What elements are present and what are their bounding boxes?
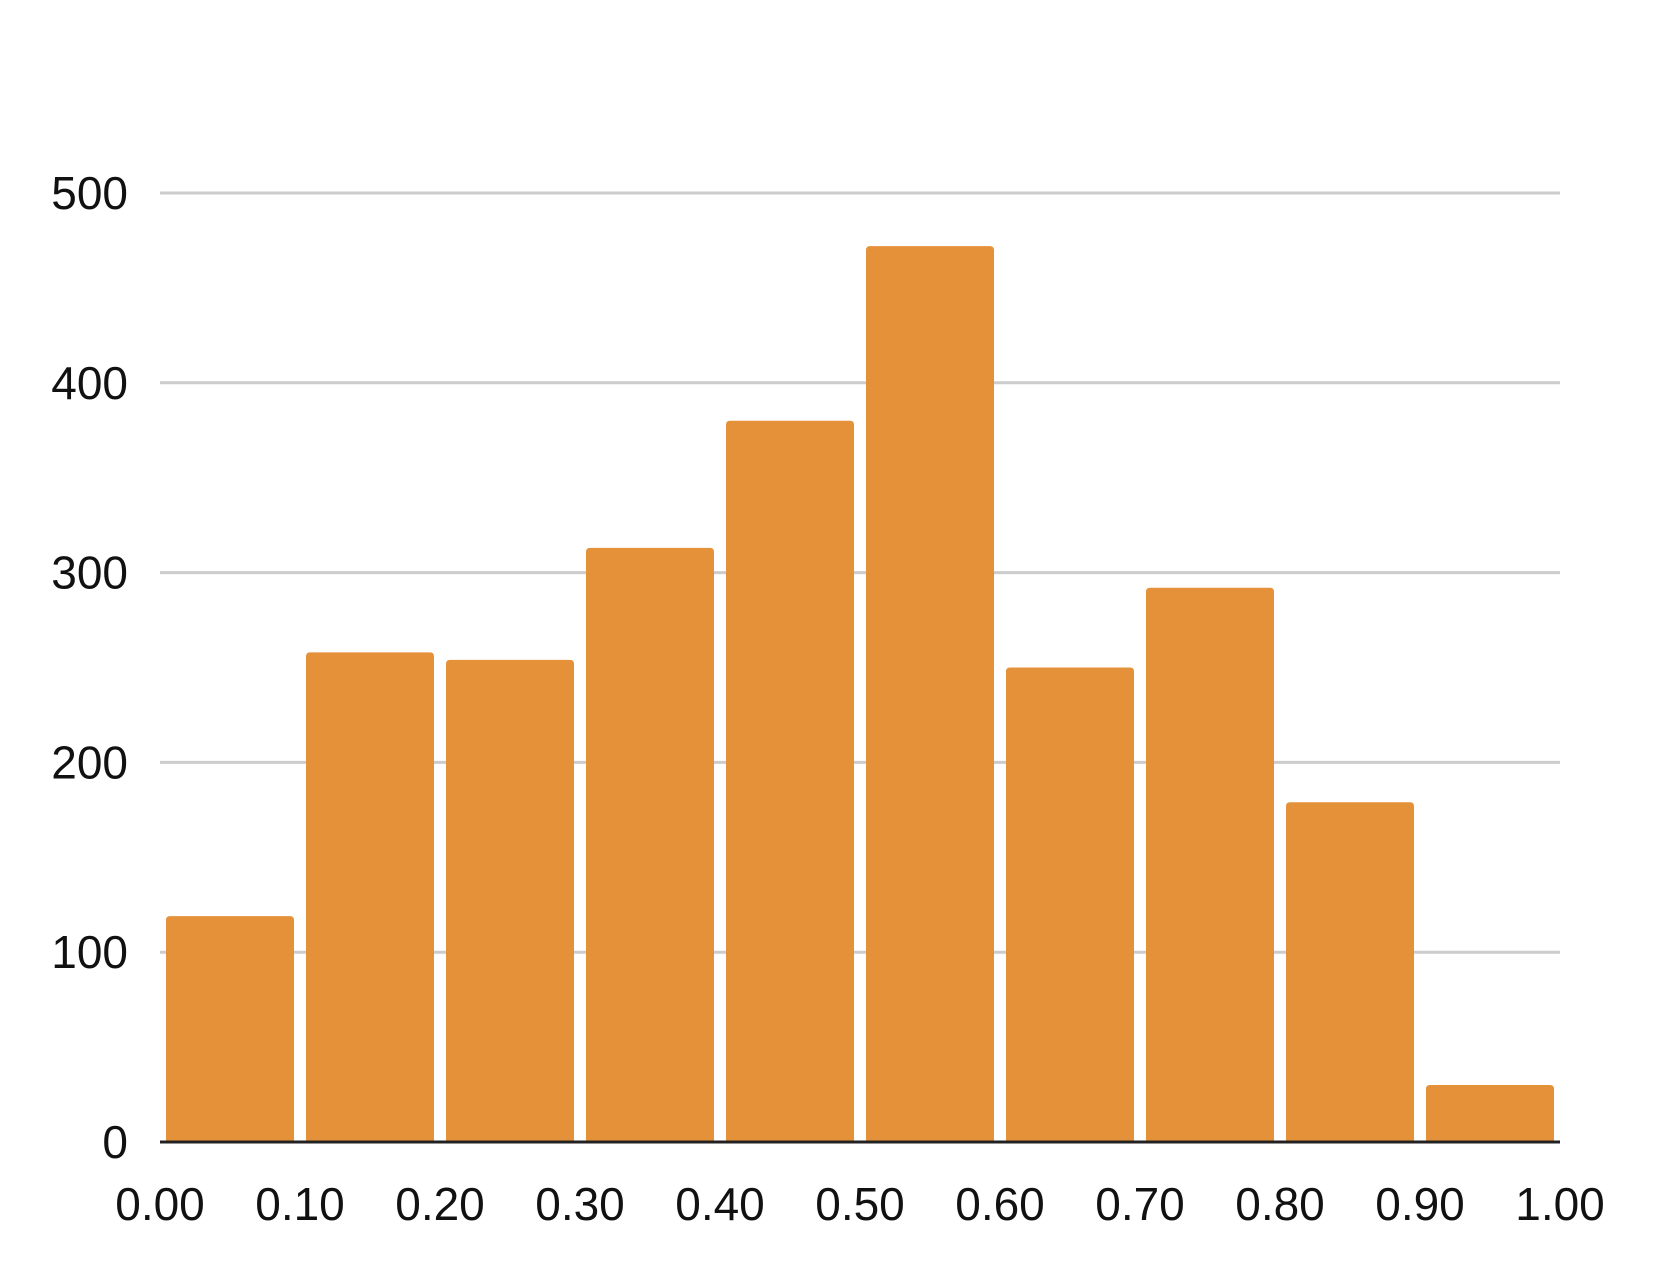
y-tick-label: 200 (51, 736, 128, 788)
x-tick-label: 0.40 (675, 1178, 765, 1230)
bar-0.40-0.50 (726, 420, 854, 1142)
x-tick-label: 0.00 (115, 1178, 205, 1230)
x-tick-label: 0.60 (955, 1178, 1045, 1230)
x-tick-label: 0.20 (395, 1178, 485, 1230)
y-tick-label: 300 (51, 547, 128, 599)
x-tick-label: 0.80 (1235, 1178, 1325, 1230)
bar-0.60-0.70 (1006, 667, 1134, 1142)
x-tick-label: 0.50 (815, 1178, 905, 1230)
bar-0.70-0.80 (1146, 587, 1274, 1142)
bar-0.00-0.10 (166, 916, 294, 1142)
x-tick-label: 0.70 (1095, 1178, 1185, 1230)
y-tick-label: 400 (51, 357, 128, 409)
bar-0.20-0.30 (446, 659, 574, 1142)
bar-0.10-0.20 (306, 652, 434, 1142)
x-tick-label: 0.90 (1375, 1178, 1465, 1230)
bar-0.90-1.00 (1426, 1085, 1554, 1142)
bar-0.30-0.40 (586, 547, 714, 1142)
y-tick-label: 0 (102, 1116, 128, 1168)
bar-0.50-0.60 (866, 246, 994, 1143)
y-tick-label: 100 (51, 926, 128, 978)
x-tick-label: 0.30 (535, 1178, 625, 1230)
x-tick-label: 1.00 (1515, 1178, 1605, 1230)
y-tick-label: 500 (51, 167, 128, 219)
x-tick-label: 0.10 (255, 1178, 345, 1230)
bars (166, 246, 1554, 1143)
bar-0.80-0.90 (1286, 802, 1414, 1142)
tick-labels: 0 100 200 300 400 500 0.00 0.10 0.20 0.30 0.40 0.50… (51, 167, 1605, 1230)
